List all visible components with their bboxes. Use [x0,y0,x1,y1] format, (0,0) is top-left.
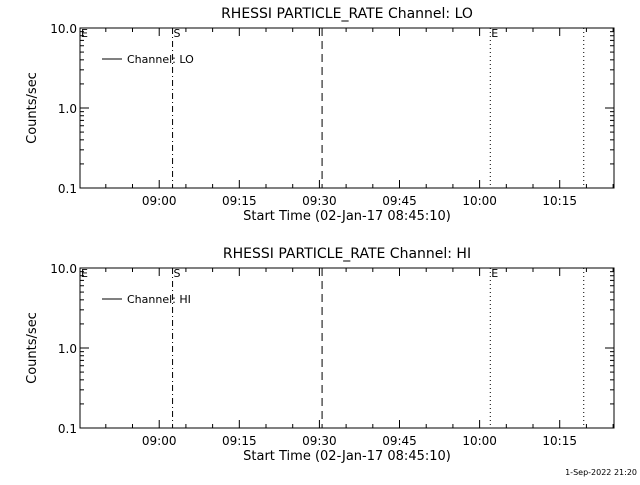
footer-timestamp: 1-Sep-2022 21:20 [565,468,637,477]
time-marker-label: S [174,267,181,280]
time-marker-label: S [174,27,181,40]
legend-label: Channel: LO [127,53,194,66]
x-axis-label: Start Time (02-Jan-17 08:45:10) [243,209,451,224]
x-tick-label: 09:45 [382,434,417,448]
x-tick-label: 09:00 [142,194,177,208]
y-tick-label: 0.1 [58,182,77,196]
y-axis-label: Counts/sec [25,312,40,384]
x-tick-label: 10:00 [462,194,497,208]
time-marker-label: E [81,27,88,40]
y-axis-label: Counts/sec [25,72,40,144]
y-tick-label: 10.0 [50,22,77,36]
time-marker-label: E [491,27,498,40]
x-tick-label: 09:15 [222,194,257,208]
x-tick-label: 10:15 [542,194,577,208]
x-axis-label: Start Time (02-Jan-17 08:45:10) [243,449,451,464]
y-tick-label: 1.0 [58,342,77,356]
time-marker-label: E [81,267,88,280]
x-tick-label: 09:15 [222,434,257,448]
chart-title: RHESSI PARTICLE_RATE Channel: HI [223,246,471,262]
legend-label: Channel: HI [127,293,191,306]
panel-channel-hi: RHESSI PARTICLE_RATE Channel: HI 0.1 1.0 10… [25,246,615,464]
y-tick-label: 1.0 [58,102,77,116]
plot-frame [79,267,615,429]
chart-title: RHESSI PARTICLE_RATE Channel: LO [221,6,473,22]
x-tick-label: 09:45 [382,194,417,208]
panel-channel-lo: RHESSI PARTICLE_RATE Channel: LO 0.1 1.0 10… [25,6,615,224]
y-tick-label: 10.0 [50,262,77,276]
x-tick-label: 09:30 [302,194,337,208]
x-tick-label: 10:00 [462,434,497,448]
x-tick-label: 09:00 [142,434,177,448]
x-tick-label: 10:15 [542,434,577,448]
y-tick-label: 0.1 [58,422,77,436]
time-marker-label: E [491,267,498,280]
x-tick-label: 09:30 [302,434,337,448]
plot-frame [79,27,615,189]
